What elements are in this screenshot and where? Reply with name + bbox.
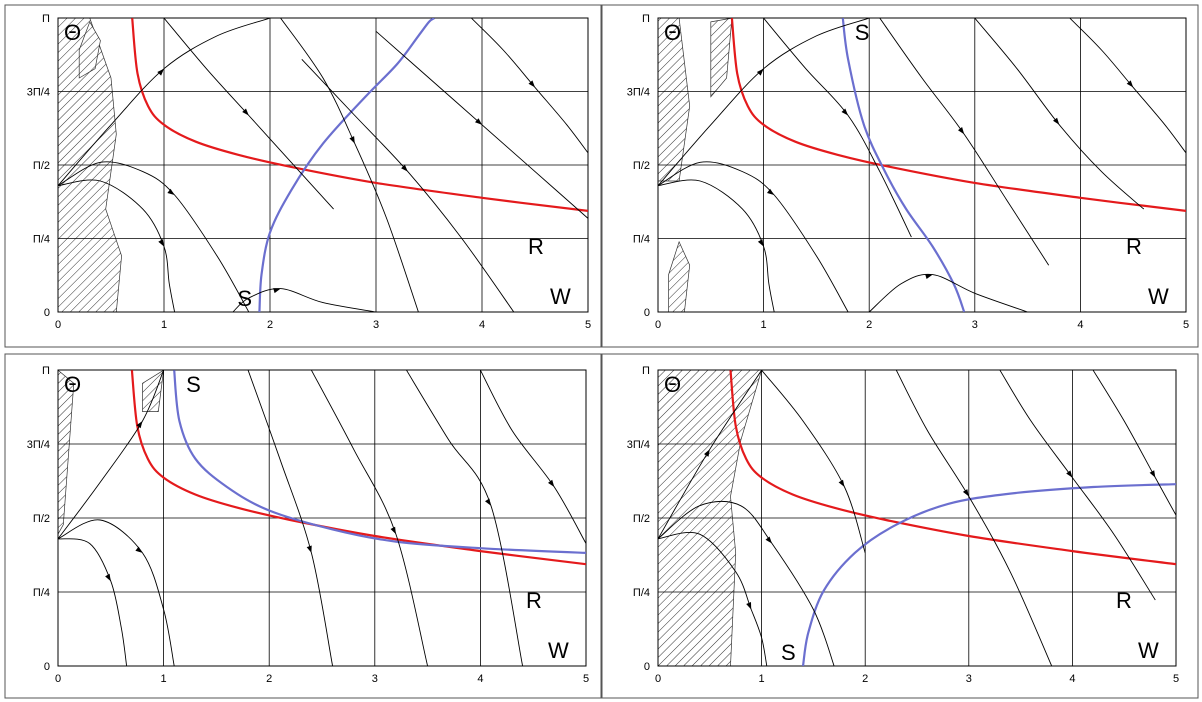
r-label: R bbox=[1116, 588, 1132, 613]
x-tick-label: 2 bbox=[266, 673, 272, 685]
x-tick-label: 5 bbox=[585, 319, 591, 331]
x-tick-label: 2 bbox=[267, 319, 273, 331]
x-tick-label: 0 bbox=[55, 673, 61, 685]
panel-top-right: 0 1 2 3 4 5 0 Π/4 Π/2 3Π/4 Π Θ RW S bbox=[602, 5, 1198, 347]
x-tick-label: 5 bbox=[1183, 319, 1189, 331]
x-tick-label: 0 bbox=[55, 319, 61, 331]
y-tick-label: 0 bbox=[644, 307, 650, 319]
x-tick-label: 1 bbox=[759, 673, 765, 685]
y-tick-label: Π bbox=[42, 13, 50, 25]
theta-label: Θ bbox=[664, 372, 681, 397]
x-tick-label: 4 bbox=[1077, 319, 1083, 331]
x-tick-label: 3 bbox=[373, 319, 379, 331]
y-tick-label: 3Π/4 bbox=[627, 439, 650, 451]
w-label: W bbox=[1138, 638, 1159, 663]
x-tick-label: 5 bbox=[583, 673, 589, 685]
r-label: R bbox=[528, 234, 544, 259]
x-tick-label: 2 bbox=[862, 673, 868, 685]
y-tick-label: Π/4 bbox=[33, 587, 50, 599]
x-tick-label: 2 bbox=[866, 319, 872, 331]
w-label: W bbox=[548, 638, 569, 663]
x-tick-label: 1 bbox=[161, 319, 167, 331]
y-tick-label: 0 bbox=[644, 661, 650, 673]
panel-frame bbox=[5, 354, 601, 698]
y-tick-label: Π/4 bbox=[633, 587, 650, 599]
theta-label: Θ bbox=[64, 372, 81, 397]
y-tick-label: Π bbox=[642, 365, 650, 377]
s-label: S bbox=[237, 286, 252, 311]
s-label: S bbox=[855, 20, 870, 45]
s-label: S bbox=[186, 372, 201, 397]
y-tick-label: Π bbox=[642, 13, 650, 25]
x-tick-label: 1 bbox=[161, 673, 167, 685]
y-tick-label: 3Π/4 bbox=[627, 87, 650, 99]
x-tick-label: 3 bbox=[966, 673, 972, 685]
x-tick-label: 0 bbox=[655, 673, 661, 685]
panel-bottom-left: 0 1 2 3 4 5 0 Π/4 Π/2 3Π/4 Π Θ RW S bbox=[5, 354, 601, 698]
w-label: W bbox=[550, 284, 571, 309]
x-tick-label: 3 bbox=[972, 319, 978, 331]
s-label: S bbox=[781, 640, 796, 665]
panel-bottom-right: 0 1 2 3 4 5 0 Π/4 Π/2 3Π/4 Π Θ RW S bbox=[602, 354, 1198, 698]
x-tick-label: 0 bbox=[655, 319, 661, 331]
y-tick-label: 0 bbox=[44, 661, 50, 673]
panel-frame bbox=[602, 5, 1198, 347]
y-tick-label: Π/2 bbox=[633, 160, 650, 172]
w-label: W bbox=[1148, 284, 1169, 309]
theta-label: Θ bbox=[64, 20, 81, 45]
panel-top-left: 0 1 2 3 4 5 0 Π/4 Π/2 3Π/4 Π Θ RW S bbox=[5, 5, 601, 347]
x-tick-label: 4 bbox=[477, 673, 483, 685]
y-tick-label: Π/4 bbox=[33, 234, 50, 246]
x-tick-label: 4 bbox=[1069, 673, 1075, 685]
y-tick-label: Π/2 bbox=[33, 160, 50, 172]
y-tick-label: 0 bbox=[44, 307, 50, 319]
y-tick-label: Π bbox=[42, 365, 50, 377]
y-tick-label: Π/4 bbox=[633, 234, 650, 246]
y-tick-label: Π/2 bbox=[633, 513, 650, 525]
r-label: R bbox=[526, 588, 542, 613]
x-tick-label: 4 bbox=[479, 319, 485, 331]
y-tick-label: Π/2 bbox=[33, 513, 50, 525]
r-label: R bbox=[1126, 234, 1142, 259]
y-tick-label: 3Π/4 bbox=[27, 87, 50, 99]
x-tick-label: 5 bbox=[1173, 673, 1179, 685]
x-tick-label: 1 bbox=[761, 319, 767, 331]
y-tick-label: 3Π/4 bbox=[27, 439, 50, 451]
x-tick-label: 3 bbox=[372, 673, 378, 685]
theta-label: Θ bbox=[664, 20, 681, 45]
